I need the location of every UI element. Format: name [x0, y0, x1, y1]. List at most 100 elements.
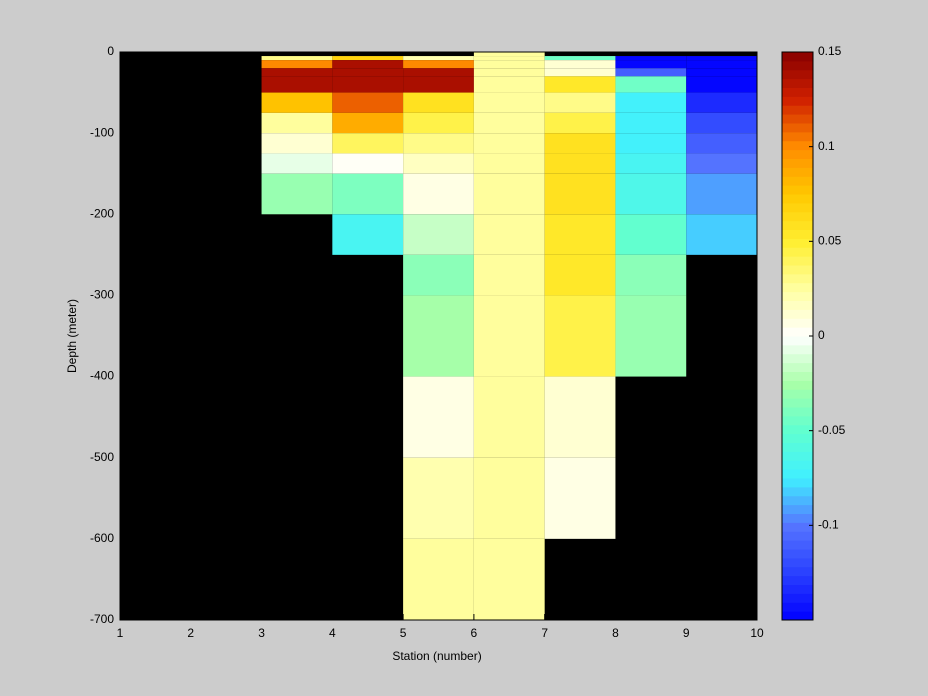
x-axis-label: Station (number) — [392, 649, 481, 663]
heatmap-cell — [403, 92, 474, 113]
colorbar-swatch — [782, 593, 813, 603]
heatmap-cell — [403, 376, 474, 458]
heatmap-cell — [615, 56, 687, 61]
colorbar-swatch — [782, 238, 813, 248]
y-tick-label: -200 — [90, 206, 114, 220]
heatmap-cell — [686, 214, 757, 255]
heatmap-cell — [473, 173, 545, 215]
y-axis-label: Depth (meter) — [65, 299, 79, 373]
colorbar-swatch — [782, 273, 813, 284]
colorbar-swatch — [782, 531, 813, 541]
heatmap-cell — [332, 56, 404, 61]
heatmap-cell — [615, 60, 687, 69]
x-tick-label: 6 — [471, 626, 478, 640]
heatmap-cell — [544, 376, 616, 458]
heatmap-cell — [473, 112, 545, 134]
heatmap-cell — [261, 92, 333, 113]
heatmap-cell — [615, 153, 687, 174]
colorbar-swatch — [782, 549, 813, 559]
colorbar-swatch — [782, 309, 813, 319]
heatmap-cell — [332, 112, 404, 134]
heatmap-cell — [544, 76, 616, 93]
heatmap-cell — [686, 60, 757, 69]
heatmap-cell — [261, 68, 333, 77]
colorbar-swatch — [782, 362, 813, 372]
heatmap-cell — [473, 153, 545, 174]
colorbar-swatch — [782, 557, 813, 568]
heatmap-cell — [615, 214, 687, 255]
colorbar-swatch — [782, 575, 813, 585]
colorbar-swatch — [782, 486, 813, 497]
y-tick-label: -700 — [90, 612, 114, 626]
heatmap-cell — [332, 173, 404, 215]
colorbar-swatch — [782, 344, 813, 355]
heatmap-cell — [544, 112, 616, 134]
colorbar-swatch — [782, 407, 813, 417]
heatmap-cell — [332, 214, 404, 255]
colorbar-swatch — [782, 460, 813, 470]
heatmap-cell — [261, 112, 333, 134]
plot-frame — [119, 51, 758, 621]
colorbar-swatch — [782, 566, 813, 577]
heatmap-cell — [615, 133, 687, 154]
heatmap-cell — [473, 60, 545, 69]
colorbar-tick-label: 0 — [818, 328, 825, 342]
heatmap-cell — [261, 60, 333, 69]
heatmap-cell — [473, 56, 545, 61]
colorbar-swatch — [782, 540, 813, 550]
colorbar-swatch — [782, 433, 813, 443]
heatmap-cell — [544, 92, 616, 113]
heatmap-cell — [686, 133, 757, 154]
colorbar-swatch — [782, 442, 813, 452]
colorbar-swatch — [782, 52, 813, 62]
y-tick-label: -500 — [90, 450, 114, 464]
colorbar-swatch — [782, 611, 813, 621]
colorbar-swatch — [782, 247, 813, 257]
heatmap-cell — [615, 173, 687, 215]
colorbar-swatch — [782, 176, 813, 186]
colorbar-swatch — [782, 87, 813, 97]
colorbar-swatch — [782, 140, 813, 151]
colorbar-swatch — [782, 123, 813, 133]
heatmap-cell — [403, 214, 474, 255]
heatmap-cell — [473, 92, 545, 113]
x-tick-label: 3 — [258, 626, 265, 640]
heatmap-cell — [261, 133, 333, 154]
heatmap-cell — [544, 457, 616, 539]
colorbar-swatch — [782, 513, 813, 523]
colorbar-swatch — [782, 318, 813, 328]
colorbar-swatch — [782, 194, 813, 204]
colorbar-swatch — [782, 504, 813, 514]
heatmap-cell — [403, 538, 474, 620]
y-tick-label: -300 — [90, 288, 114, 302]
colorbar-swatch — [782, 114, 813, 124]
heatmap-cell — [473, 133, 545, 154]
colorbar-swatch — [782, 424, 813, 435]
heatmap-cell — [473, 457, 545, 539]
heatmap-cell — [473, 538, 545, 620]
heatmap-cell — [332, 92, 404, 113]
colorbar-swatch — [782, 220, 813, 230]
heatmap-cell — [544, 254, 616, 296]
heatmap-cell — [261, 173, 333, 215]
colorbar-swatch — [782, 282, 813, 293]
colorbar-swatch — [782, 131, 813, 142]
heatmap-cell — [544, 60, 616, 69]
colorbar-swatch — [782, 202, 813, 213]
heatmap-cell — [473, 376, 545, 458]
colorbar-swatch — [782, 149, 813, 159]
heatmap-cell — [686, 92, 757, 113]
heatmap-cell — [403, 133, 474, 154]
heatmap-cell — [544, 68, 616, 77]
x-tick-label: 1 — [117, 626, 124, 640]
heatmap-cell — [544, 295, 616, 377]
colorbar-swatch — [782, 469, 813, 479]
heatmap-cell — [686, 112, 757, 134]
heatmap-cell — [403, 56, 474, 61]
colorbar-swatch — [782, 78, 813, 88]
heatmap-cell — [615, 92, 687, 113]
colorbar-swatch — [782, 69, 813, 80]
colorbar-swatch — [782, 389, 813, 399]
heatmap-cell — [403, 457, 474, 539]
